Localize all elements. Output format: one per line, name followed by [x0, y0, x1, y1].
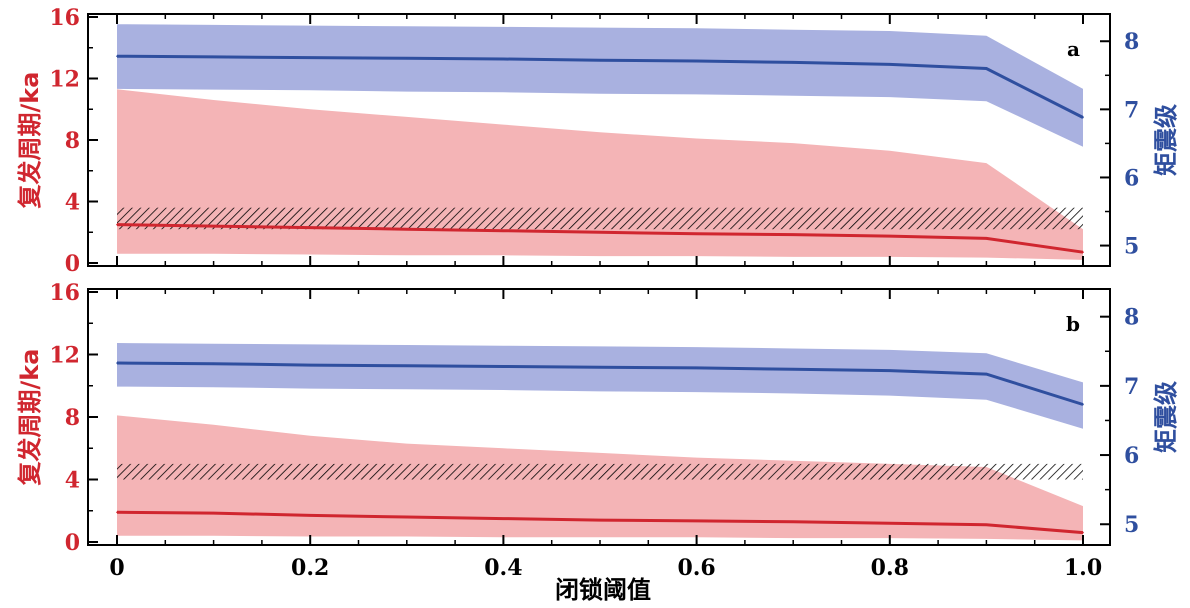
recurrence-point: [1082, 251, 1084, 253]
x-tick-label: 1.0: [1064, 555, 1102, 581]
right-y-tick-label: 7: [1124, 374, 1139, 400]
right-y-axis-title: 矩震级: [1152, 381, 1180, 453]
hatched-band: [117, 463, 1083, 480]
x-tick-label: 0.6: [677, 555, 715, 581]
recurrence-point: [889, 235, 891, 237]
left-y-tick-label: 16: [49, 5, 80, 31]
right-y-tick-label: 8: [1124, 29, 1139, 55]
recurrence-point: [599, 231, 601, 234]
hatched-band: [117, 207, 1083, 230]
recurrence-band: [117, 89, 1083, 260]
magnitude-band: [117, 343, 1083, 429]
x-tick-label: 0.8: [871, 555, 909, 581]
recurrence-point: [309, 514, 312, 517]
left-y-tick-label: 16: [49, 280, 80, 306]
recurrence-point: [502, 229, 505, 232]
magnitude-point: [309, 56, 312, 59]
recurrence-point: [406, 228, 408, 230]
magnitude-point: [502, 58, 505, 60]
recurrence-point: [985, 237, 988, 240]
right-y-tick-label: 5: [1124, 512, 1139, 538]
magnitude-point: [212, 56, 215, 58]
recurrence-point: [406, 516, 408, 518]
recurrence-point: [116, 511, 118, 514]
left-y-tick-label: 12: [49, 67, 80, 93]
panel-label: b: [1066, 312, 1080, 336]
magnitude-point: [985, 67, 988, 70]
magnitude-point: [695, 60, 698, 62]
left-y-axis-title: 复发周期/ka: [16, 72, 44, 210]
left-y-tick-label: 12: [49, 343, 80, 369]
left-y-tick-label: 0: [65, 530, 80, 556]
magnitude-point: [116, 362, 118, 364]
recurrence-point: [599, 519, 601, 521]
left-y-axis-title: 复发周期/ka: [16, 349, 44, 487]
recurrence-point: [212, 512, 215, 514]
recurrence-point: [695, 233, 698, 235]
right-y-tick-label: 6: [1124, 165, 1139, 191]
x-tick-label: 0: [109, 555, 124, 581]
panel-b: 0 0.2 0.4 0.6 0.8 1.0 0 4 8 12 16 5 6 7 8 b 复发周期/ka 矩震级: [16, 280, 1180, 581]
magnitude-point: [889, 63, 891, 66]
left-y-tick-label: 8: [65, 128, 80, 154]
magnitude-point: [695, 367, 698, 369]
recurrence-point: [889, 522, 891, 525]
recurrence-point: [1082, 531, 1084, 534]
magnitude-band: [117, 24, 1083, 147]
magnitude-point: [1082, 403, 1084, 406]
recurrence-point: [792, 233, 794, 236]
right-y-axis-title: 矩震级: [1152, 104, 1180, 176]
magnitude-point: [985, 373, 988, 375]
recurrence-point: [116, 223, 118, 226]
magnitude-point: [502, 365, 505, 368]
magnitude-point: [792, 368, 794, 371]
magnitude-point: [406, 57, 408, 60]
right-y-tick-label: 8: [1124, 305, 1139, 331]
left-y-tick-label: 4: [65, 468, 80, 494]
right-y-tick-label: 5: [1124, 234, 1139, 260]
left-y-tick-label: 8: [65, 405, 80, 431]
x-tick-label: 0.2: [291, 555, 329, 581]
magnitude-point: [792, 61, 794, 64]
recurrence-point: [695, 520, 698, 522]
magnitude-point: [116, 55, 118, 57]
magnitude-point: [599, 366, 601, 369]
right-y-tick-label: 6: [1124, 443, 1139, 469]
magnitude-point: [599, 59, 601, 62]
panel-label: a: [1067, 37, 1080, 61]
x-axis-title: 闭锁阈值: [555, 576, 651, 604]
recurrence-point: [502, 517, 505, 520]
recurrence-point: [985, 524, 988, 526]
magnitude-point: [406, 365, 408, 367]
panel-a: 0 4 8 12 16 5 6 7 8 a 复发周期/ka 矩震级: [16, 5, 1180, 277]
magnitude-point: [212, 362, 215, 365]
recurrence-point: [792, 520, 794, 523]
magnitude-point: [1082, 116, 1084, 119]
recurrence-point: [212, 225, 215, 227]
right-y-tick-label: 7: [1124, 97, 1139, 123]
x-tick-label: 0.4: [484, 555, 522, 581]
magnitude-point: [309, 364, 312, 366]
left-y-tick-label: 4: [65, 190, 80, 216]
magnitude-point: [889, 369, 891, 372]
recurrence-point: [309, 226, 312, 229]
left-y-tick-label: 0: [65, 251, 80, 277]
